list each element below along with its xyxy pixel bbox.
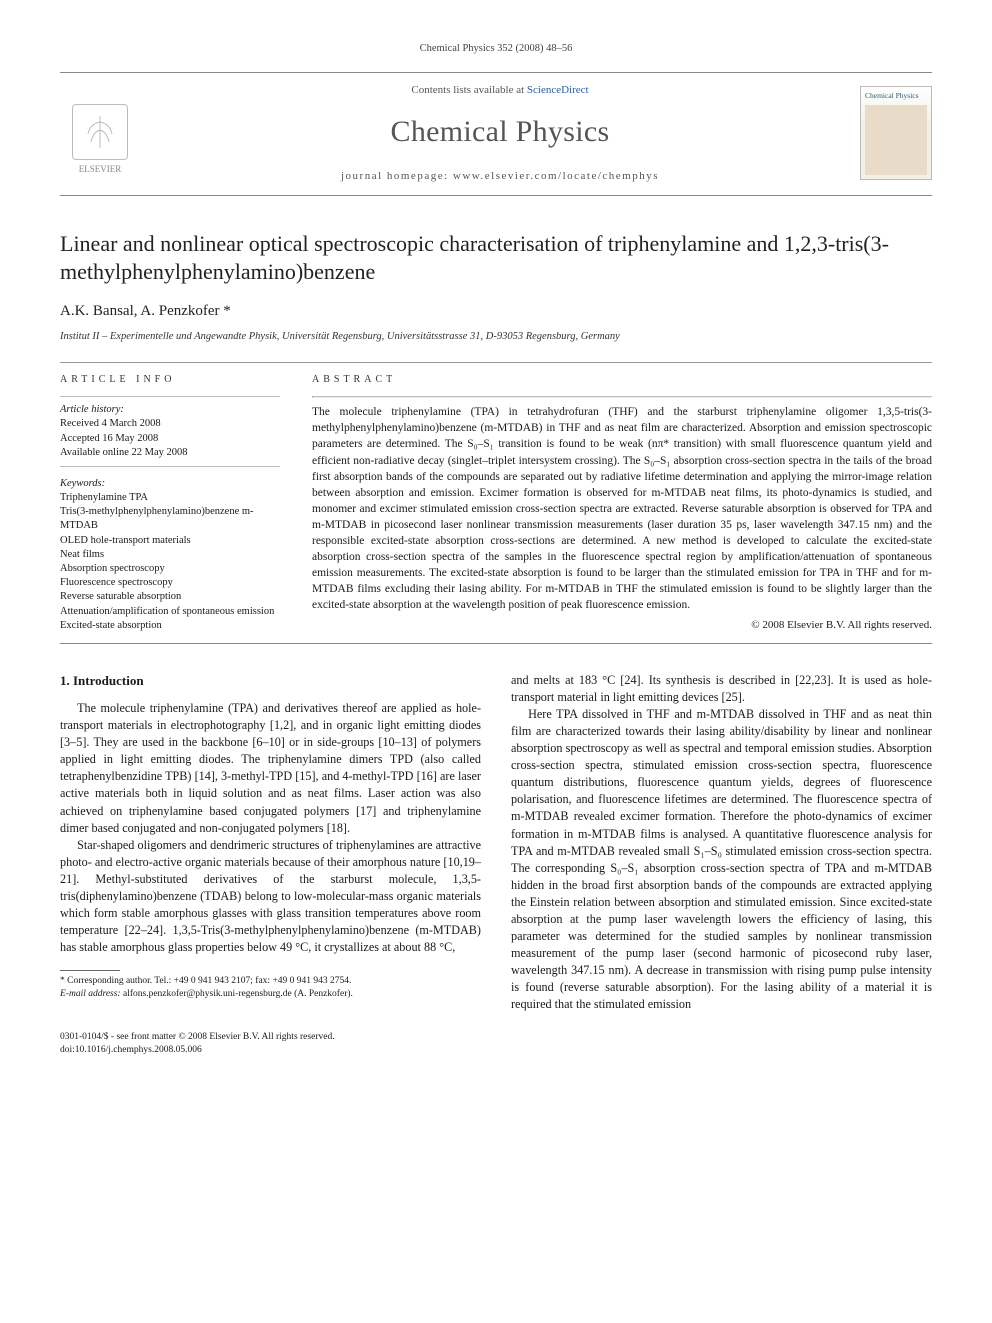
abstract-text: The molecule triphenylamine (TPA) in tet…	[312, 404, 932, 613]
keyword: OLED hole-transport materials	[60, 534, 280, 548]
divider	[60, 466, 280, 467]
online-date: Available online 22 May 2008	[60, 446, 280, 460]
section-heading: 1. Introduction	[60, 672, 481, 690]
paragraph: and melts at 183 °C [24]. Its synthesis …	[511, 672, 932, 706]
corresponding-author-footnote: * Corresponding author. Tel.: +49 0 941 …	[60, 975, 481, 1000]
divider	[60, 362, 932, 363]
keyword: Triphenylamine TPA	[60, 491, 280, 505]
article-title: Linear and nonlinear optical spectroscop…	[60, 230, 932, 285]
keyword: Tris(3-methylphenylphenylamino)benzene m…	[60, 505, 280, 533]
abstract-copyright: © 2008 Elsevier B.V. All rights reserved…	[312, 618, 932, 633]
sciencedirect-link[interactable]: ScienceDirect	[527, 84, 589, 96]
keyword: Absorption spectroscopy	[60, 562, 280, 576]
keywords-label: Keywords:	[60, 477, 280, 491]
keyword: Neat films	[60, 548, 280, 562]
doi-line: doi:10.1016/j.chemphys.2008.05.006	[60, 1044, 932, 1056]
cover-image-icon	[865, 105, 927, 175]
journal-homepage[interactable]: journal homepage: www.elsevier.com/locat…	[158, 169, 842, 184]
issn-line: 0301-0104/$ - see front matter © 2008 El…	[60, 1031, 932, 1043]
running-head: Chemical Physics 352 (2008) 48–56	[60, 42, 932, 56]
received-date: Received 4 March 2008	[60, 417, 280, 431]
keyword: Excited-state absorption	[60, 619, 280, 633]
affiliation: Institut II – Experimentelle und Angewan…	[60, 330, 932, 344]
footnote-line: * Corresponding author. Tel.: +49 0 941 …	[60, 975, 481, 987]
publisher-name: ELSEVIER	[79, 163, 122, 175]
journal-cover-thumbnail: Chemical Physics	[860, 86, 932, 180]
masthead: ELSEVIER Contents lists available at Sci…	[60, 72, 932, 196]
article-history-label: Article history:	[60, 403, 280, 417]
publisher-logo: ELSEVIER	[60, 91, 140, 175]
keyword: Reverse saturable absorption	[60, 590, 280, 604]
abstract-column: ABSTRACT The molecule triphenylamine (TP…	[312, 373, 932, 633]
abstract-label: ABSTRACT	[312, 373, 932, 387]
keyword: Fluorescence spectroscopy	[60, 576, 280, 590]
article-info-label: ARTICLE INFO	[60, 373, 280, 387]
elsevier-tree-icon	[72, 104, 128, 160]
footer-fineprint: 0301-0104/$ - see front matter © 2008 El…	[60, 1031, 932, 1056]
journal-title: Chemical Physics	[158, 112, 842, 153]
authors: A.K. Bansal, A. Penzkofer *	[60, 301, 932, 321]
footnote-rule	[60, 970, 120, 971]
email-label: E-mail address:	[60, 989, 121, 999]
article-info-column: ARTICLE INFO Article history: Received 4…	[60, 373, 280, 633]
divider	[60, 396, 280, 397]
paragraph: Here TPA dissolved in THF and m-MTDAB di…	[511, 706, 932, 1013]
contents-available: Contents lists available at ScienceDirec…	[158, 83, 842, 98]
contents-prefix: Contents lists available at	[411, 84, 526, 96]
keyword: Attenuation/amplification of spontaneous…	[60, 605, 280, 619]
accepted-date: Accepted 16 May 2008	[60, 432, 280, 446]
paragraph: The molecule triphenylamine (TPA) and de…	[60, 700, 481, 837]
divider	[60, 643, 932, 644]
cover-title: Chemical Physics	[865, 91, 927, 101]
footnote-line: E-mail address: alfons.penzkofer@physik.…	[60, 988, 481, 1000]
corresponding-email[interactable]: alfons.penzkofer@physik.uni-regensburg.d…	[123, 989, 353, 999]
body-text: 1. Introduction The molecule triphenylam…	[60, 672, 932, 1014]
keywords-list: Triphenylamine TPA Tris(3-methylphenylph…	[60, 491, 280, 633]
divider	[312, 396, 932, 398]
paragraph: Star-shaped oligomers and dendrimeric st…	[60, 837, 481, 957]
